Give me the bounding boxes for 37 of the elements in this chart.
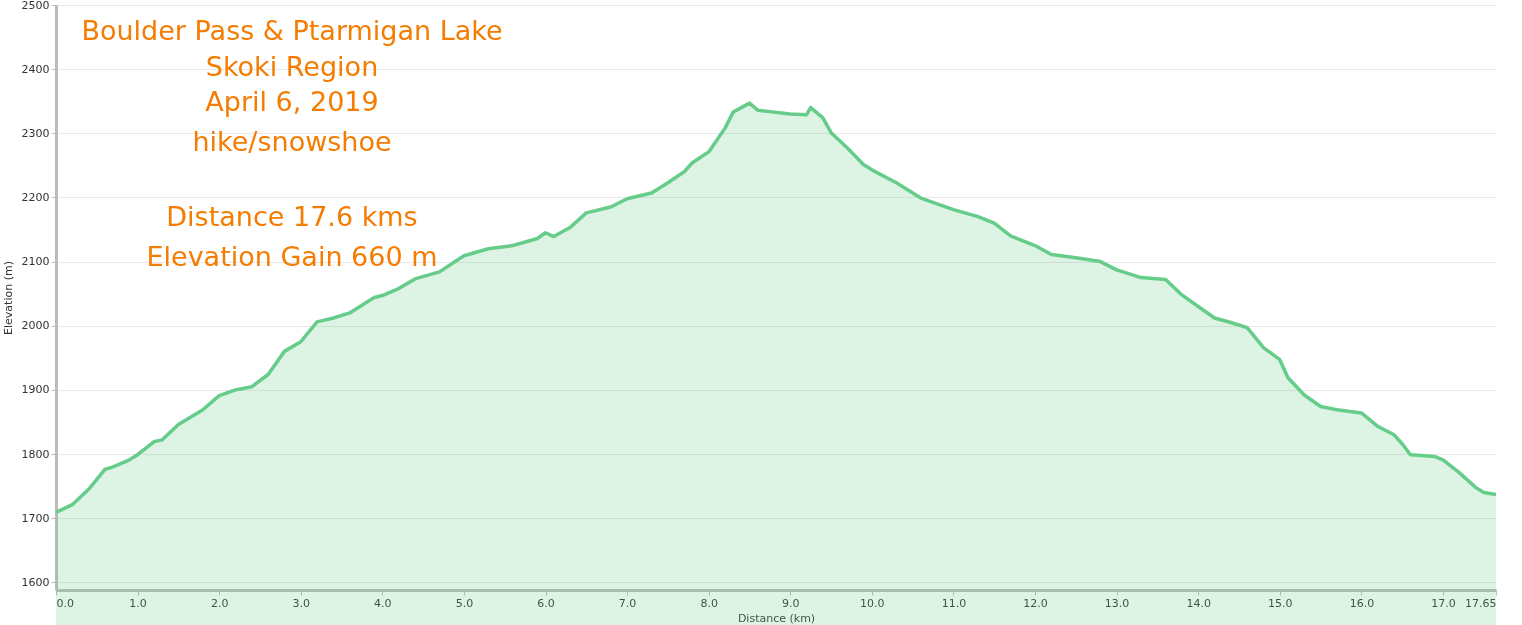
y-axis-title: Elevation (m) [1,261,15,335]
x-tick-label: 17.65 [1465,596,1497,610]
annotation: Distance 17.6 kms [166,201,418,232]
x-tick-label: 15.0 [1268,596,1293,610]
y-tick-label: 1800 [21,447,50,461]
y-tick-label: 2200 [21,190,50,204]
y-tick-label: 2000 [21,319,50,333]
x-tick-label: 12.0 [1023,596,1048,610]
x-tick-label: 7.0 [618,596,637,610]
x-tick-label: 10.0 [860,596,885,610]
y-tick-label: 2500 [21,0,50,12]
y-tick-label: 1700 [21,511,50,525]
y-tick-label: 1900 [21,383,50,397]
y-tick-label: 2300 [21,126,50,140]
x-tick-label: 17.0 [1431,596,1456,610]
annotation: Skoki Region [205,51,379,82]
x-tick-label: 6.0 [537,596,555,610]
y-tick-label: 1600 [21,575,50,589]
annotation: April 6, 2019 [205,86,379,117]
chart-title: Boulder Pass & Ptarmigan Lake [81,15,503,46]
x-tick-label: 8.0 [700,596,718,610]
x-tick-label: 5.0 [455,596,474,610]
x-tick-label: 0.0 [56,596,74,610]
annotation: hike/snowshoe [192,126,392,157]
x-tick-label: 16.0 [1349,596,1375,610]
x-tick-label: 4.0 [374,596,392,610]
x-axis-title: Distance (km) [737,611,816,625]
x-tick-label: 9.0 [782,596,800,610]
x-tick-label: 11.0 [941,596,967,610]
y-tick-label: 2400 [21,62,50,76]
annotation: Elevation Gain 660 m [146,241,438,272]
x-tick-label: 2.0 [210,596,229,610]
x-tick-label: 14.0 [1186,596,1211,610]
x-tick-label: 1.0 [129,596,147,610]
x-tick-label: 3.0 [292,596,311,610]
x-tick-label: 13.0 [1104,596,1130,610]
y-tick-label: 2100 [21,255,50,269]
